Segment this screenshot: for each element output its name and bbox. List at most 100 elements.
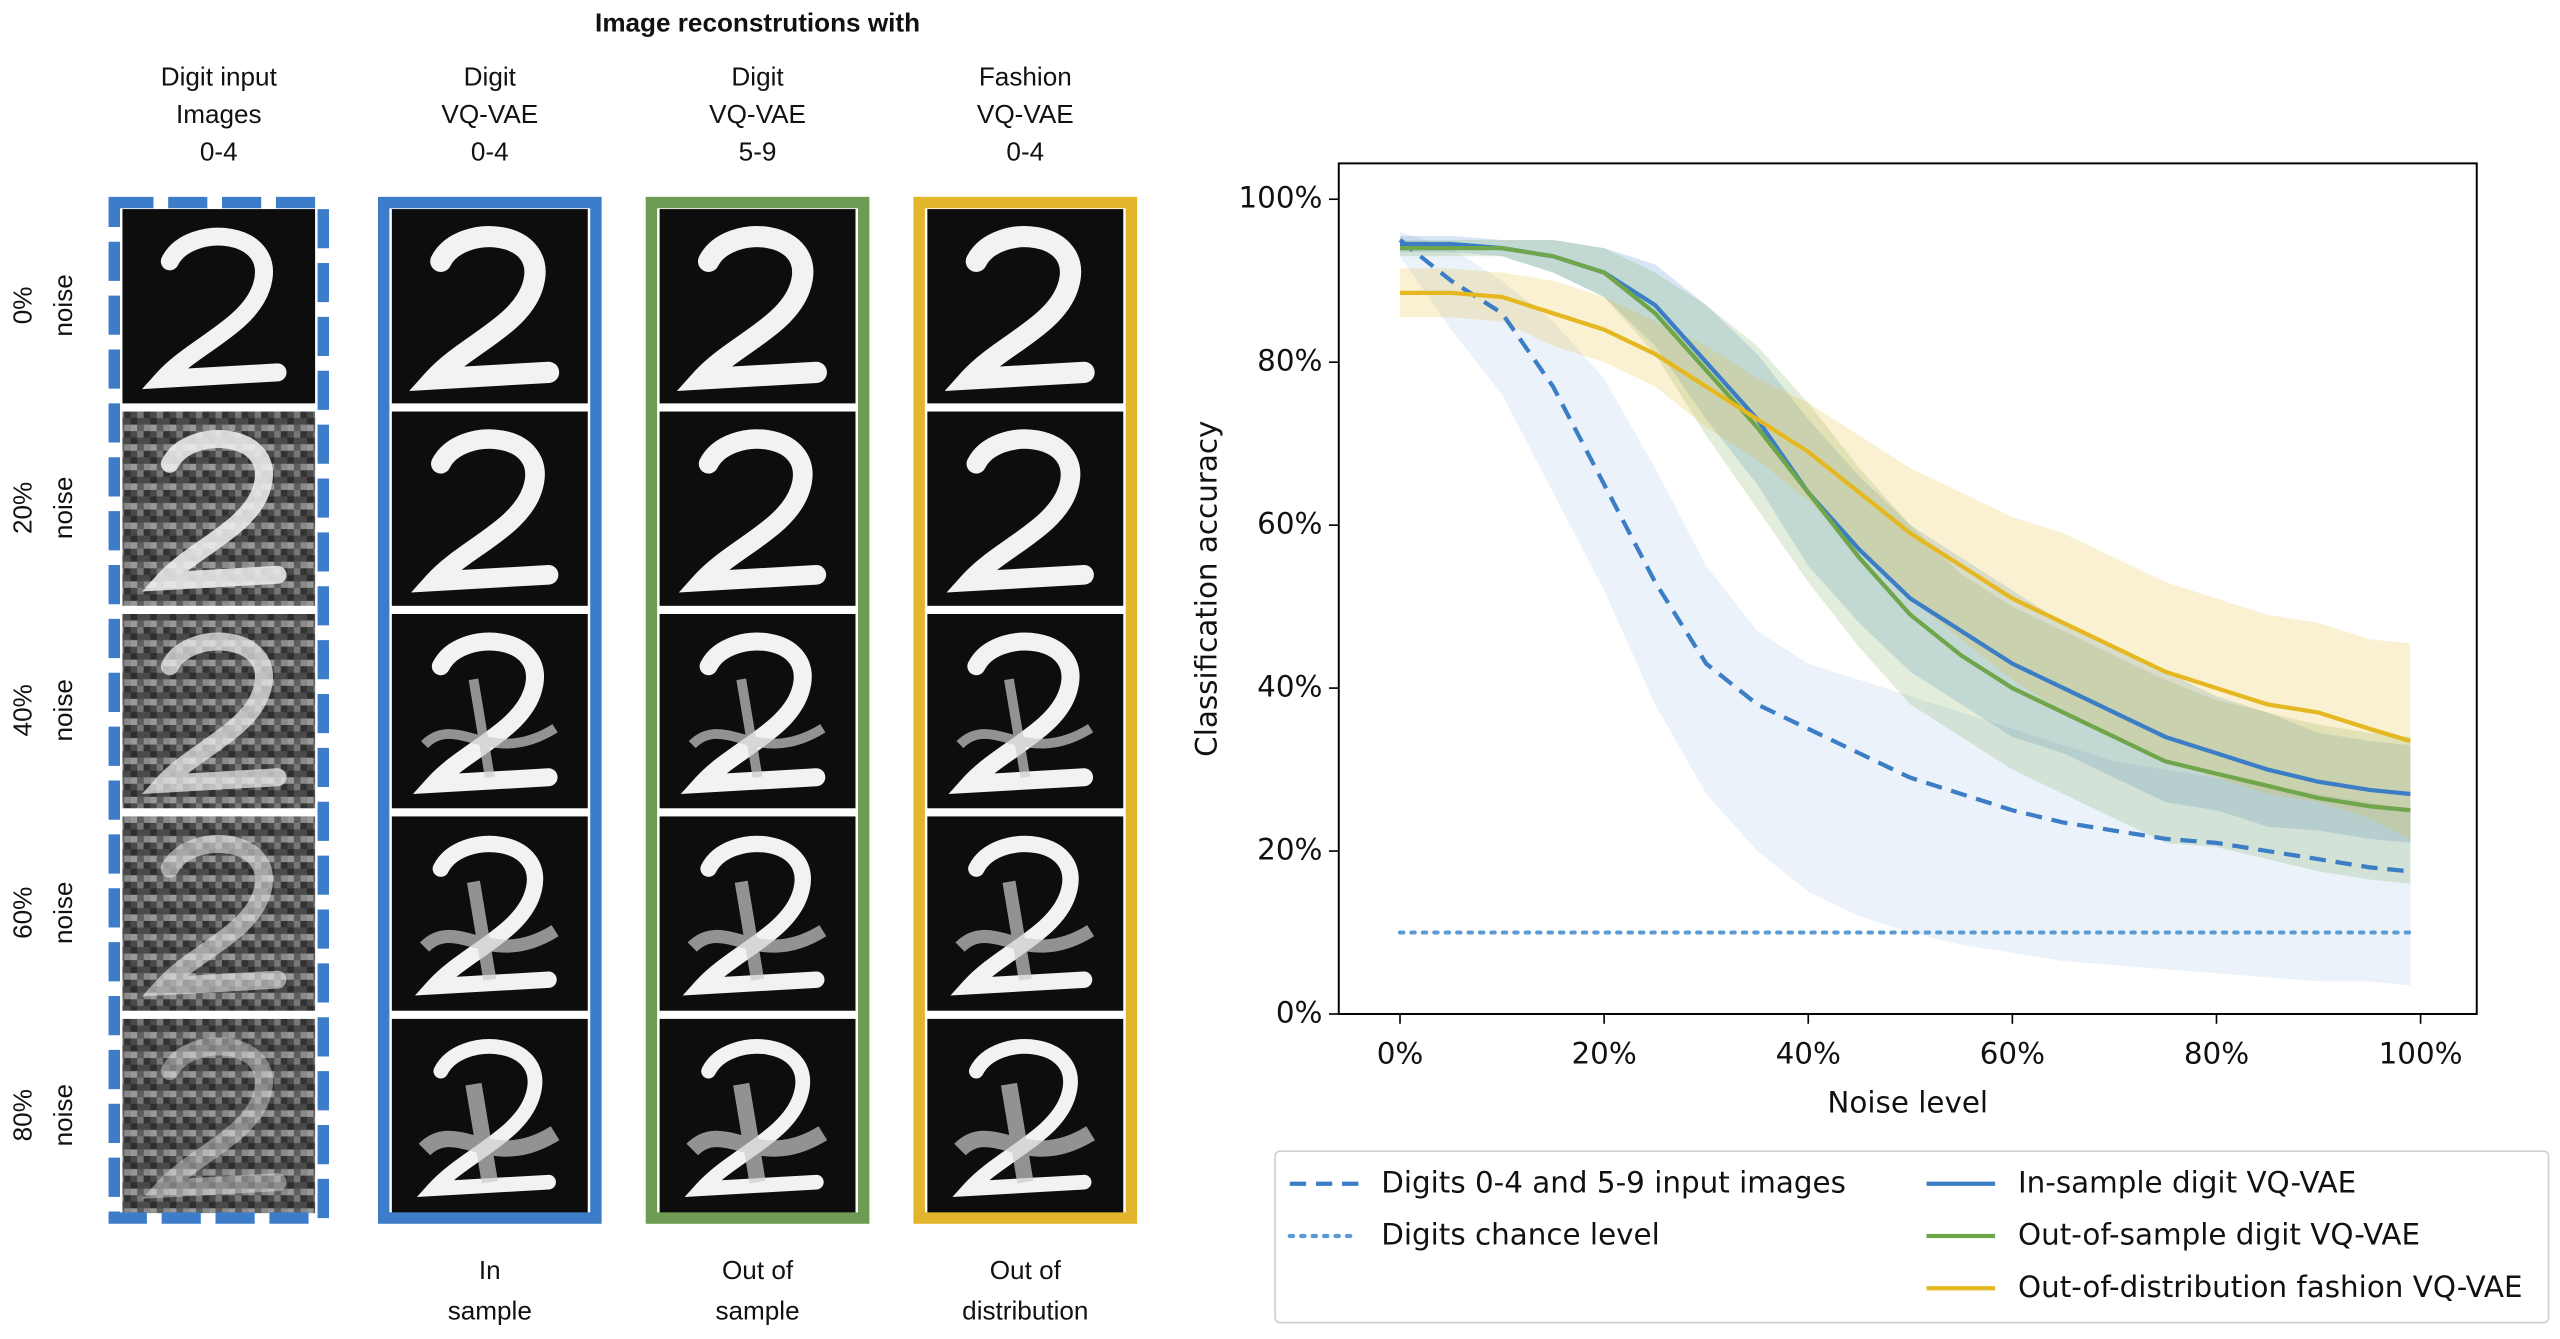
artifact	[687, 880, 827, 981]
figure-title: Image reconstrutions with	[595, 8, 920, 38]
column-header: 0-4	[200, 136, 238, 166]
row-label: 0%	[7, 287, 37, 325]
y-tick-label: 80%	[1257, 344, 1322, 378]
column-header: VQ-VAE	[709, 99, 806, 129]
digit-stroke	[411, 429, 559, 593]
digit-stroke	[141, 430, 287, 592]
digit-glyph	[682, 835, 827, 996]
artifact	[421, 678, 558, 779]
confidence-band	[1400, 235, 2411, 843]
digit-stroke	[141, 227, 287, 390]
row-label: noise	[48, 274, 78, 336]
digit-stroke	[952, 1039, 1092, 1198]
row-label: noise	[48, 679, 78, 741]
column-header: Images	[176, 99, 262, 129]
digit-glyph	[952, 1039, 1095, 1198]
column-footer: sample	[448, 1296, 532, 1326]
series-line	[1398, 238, 2411, 874]
chart: 0% 20% 40% 60% 80% 100% 0% 20% 40% 60% 80% 100% Nois…	[1190, 162, 2550, 1324]
x-tick-label: 60%	[1980, 1036, 2045, 1070]
digit-glyph	[141, 227, 287, 390]
column-header: VQ-VAE	[977, 99, 1074, 129]
artifact	[418, 1082, 560, 1184]
digit-stroke	[684, 1039, 824, 1198]
x-tick-label: 80%	[2184, 1036, 2249, 1070]
digit-glyph	[946, 429, 1094, 593]
digit-stroke	[141, 1037, 287, 1199]
row-label: 60%	[7, 887, 37, 939]
panel-border	[108, 196, 329, 1224]
column-header: VQ-VAE	[441, 99, 538, 129]
column-footer: distribution	[962, 1296, 1088, 1326]
digit-stroke	[944, 226, 1095, 391]
x-tick-label: 100%	[2379, 1036, 2463, 1070]
digit-stroke	[680, 632, 826, 794]
digit-stroke	[414, 835, 557, 996]
digit-stroke	[416, 1039, 556, 1198]
artifact	[956, 678, 1094, 779]
digit-glyph	[950, 835, 1095, 996]
row-label: noise	[48, 477, 78, 539]
confidence-band	[1400, 268, 2411, 839]
artifact	[955, 880, 1095, 981]
digit-glyph	[411, 429, 559, 593]
image-cell	[122, 1018, 316, 1214]
legend-label: Out-of-sample digit VQ-VAE	[2018, 1218, 2420, 1252]
row-label: noise	[48, 882, 78, 944]
row-label: 80%	[7, 1089, 37, 1141]
legend-box	[1274, 1150, 2550, 1324]
digit-glyph	[678, 429, 827, 593]
series-line	[1400, 245, 2411, 813]
row-label: noise	[48, 1084, 78, 1146]
digit-stroke	[141, 632, 287, 794]
digit-glyph	[416, 1039, 560, 1198]
digit-glyph	[141, 1037, 287, 1199]
column-header: 0-4	[1006, 136, 1044, 166]
digit-stroke	[678, 429, 827, 593]
column-header: 5-9	[739, 136, 777, 166]
artifact	[686, 1082, 828, 1184]
column-header: Digit	[464, 61, 517, 91]
legend-label: Out-of-distribution fashion VQ-VAE	[2018, 1270, 2523, 1304]
column-footer: Out of	[990, 1255, 1062, 1285]
row-label: 40%	[7, 684, 37, 736]
y-tick-label: 0%	[1276, 995, 1323, 1029]
panel-border	[913, 196, 1138, 1224]
y-tick-label: 20%	[1257, 833, 1322, 867]
digit-glyph	[684, 1039, 828, 1198]
y-tick-label: 60%	[1257, 507, 1322, 541]
x-axis-label: Noise level	[1827, 1085, 1988, 1119]
digit-stroke	[950, 835, 1093, 996]
digit-stroke	[412, 632, 558, 794]
digit-stroke	[948, 632, 1094, 794]
x-tick-label: 0%	[1377, 1036, 1424, 1070]
y-axis-label: Classification accuracy	[1190, 421, 1224, 757]
digit-glyph	[141, 632, 287, 794]
series-line	[1400, 290, 2412, 744]
digit-stroke	[409, 226, 560, 391]
legend-label: Digits chance level	[1381, 1218, 1660, 1252]
panel-border	[377, 196, 602, 1224]
row-label: 20%	[7, 482, 37, 534]
column-header: Digit input	[161, 61, 278, 91]
digit-glyph	[944, 226, 1095, 391]
artifact	[688, 678, 826, 779]
digit-glyph	[680, 632, 826, 794]
digit-glyph	[414, 835, 559, 996]
digit-glyph	[948, 632, 1094, 794]
column-footer: In	[479, 1255, 501, 1285]
digit-glyph	[409, 226, 560, 391]
digit-stroke	[682, 835, 825, 996]
panel-border	[645, 196, 870, 1224]
y-tick-label: 100%	[1238, 181, 1322, 215]
digit-glyph	[412, 632, 558, 794]
image-panels: Digit input Images 0-4 Digit VQ-VAE 0-4 In samp…	[7, 61, 1138, 1326]
confidence-band	[1400, 239, 2411, 884]
digit-stroke	[946, 429, 1094, 593]
column-footer: Out of	[722, 1255, 794, 1285]
legend-label: Digits 0-4 and 5-9 input images	[1381, 1165, 1846, 1199]
plot-frame	[1337, 162, 2478, 1015]
y-tick-label: 40%	[1257, 670, 1322, 704]
